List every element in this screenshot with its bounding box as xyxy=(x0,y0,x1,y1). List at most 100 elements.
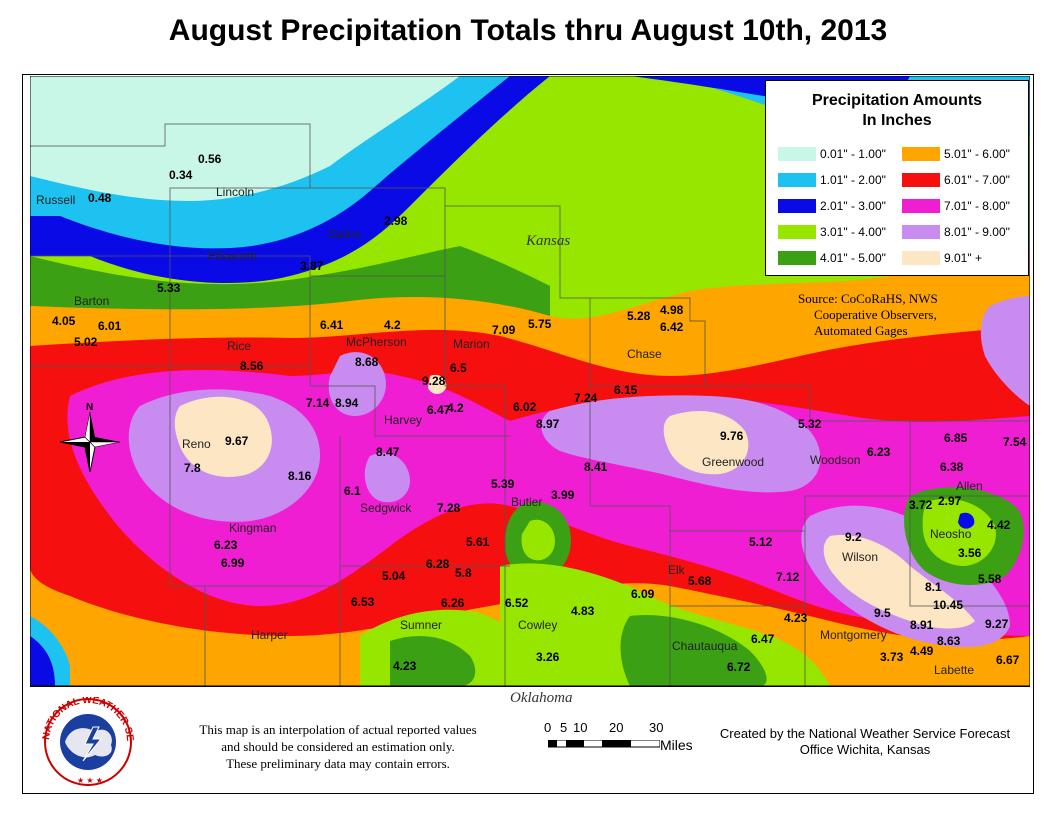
county-label: Cowley xyxy=(518,618,557,632)
precip-value: 9.27 xyxy=(985,617,1009,631)
legend-title-line2: In Inches xyxy=(862,112,932,129)
source-line3: Automated Gages xyxy=(814,323,908,338)
precip-value: 0.48 xyxy=(88,191,112,205)
precip-value: 6.02 xyxy=(513,400,537,414)
precip-value: 5.04 xyxy=(382,569,406,583)
scale-bar-graphic xyxy=(548,740,660,748)
precip-value: 3.73 xyxy=(880,650,904,664)
precip-value: 6.41 xyxy=(320,318,344,332)
precip-value: 9.5 xyxy=(874,606,891,620)
precip-value: 3.56 xyxy=(958,546,982,560)
precip-value: 7.28 xyxy=(437,501,461,515)
county-label: Allen xyxy=(956,479,983,493)
precip-value: 5.58 xyxy=(978,572,1002,586)
compass-rose-icon: N xyxy=(59,402,121,473)
map-title: August Precipitation Totals thru August … xyxy=(168,14,888,47)
precip-value: 4.05 xyxy=(52,314,76,328)
precip-value: 5.61 xyxy=(466,535,490,549)
legend-swatch xyxy=(778,173,816,187)
legend-swatch xyxy=(902,251,940,265)
legend: Precipitation Amounts In Inches 0.01" - … xyxy=(765,80,1029,276)
county-label: Saline xyxy=(328,227,362,241)
legend-swatch xyxy=(778,199,816,213)
county-label: Chautauqua xyxy=(672,639,738,653)
precip-value: 8.94 xyxy=(335,396,359,410)
legend-swatch xyxy=(902,225,940,239)
county-label: Montgomery xyxy=(820,628,887,642)
precip-value: 0.34 xyxy=(169,168,193,182)
precip-value: 4.23 xyxy=(393,659,417,673)
scale-tick-label: 20 xyxy=(609,720,624,735)
county-label: Neosho xyxy=(930,527,972,541)
county-label: Marion xyxy=(453,337,490,351)
precip-value: 7.54 xyxy=(1003,435,1027,449)
precip-value: 7.8 xyxy=(184,461,201,475)
precip-value: 5.32 xyxy=(798,417,822,431)
precip-value: 8.56 xyxy=(240,359,264,373)
precip-value: 3.87 xyxy=(300,259,324,273)
precip-value: 6.47 xyxy=(751,632,775,646)
county-label: Sumner xyxy=(400,618,442,632)
precip-value: 2.97 xyxy=(938,494,962,508)
precip-value: 0.56 xyxy=(198,152,222,166)
legend-swatch xyxy=(902,173,940,187)
kansas-label: Kansas xyxy=(526,233,571,249)
precip-value: 6.53 xyxy=(351,595,375,609)
precip-value: 5.75 xyxy=(528,317,552,331)
county-label: Reno xyxy=(182,437,211,451)
precip-value: 7.12 xyxy=(776,570,800,584)
legend-swatch xyxy=(902,147,940,161)
svg-text:★ ★ ★: ★ ★ ★ xyxy=(77,776,103,785)
data-source: Source: CoCoRaHS, NWS Cooperative Observ… xyxy=(798,291,988,339)
precip-value: 6.38 xyxy=(940,460,964,474)
county-label: Barton xyxy=(74,294,109,308)
county-label: Russell xyxy=(36,193,75,207)
precip-value: 10.45 xyxy=(933,598,963,612)
legend-label: 6.01" - 7.00" xyxy=(944,173,1010,187)
precip-value: 4.2 xyxy=(447,401,464,415)
precip-value: 6.5 xyxy=(450,361,467,375)
precip-value: 8.97 xyxy=(536,417,560,431)
legend-label: 7.01" - 8.00" xyxy=(944,199,1010,213)
precip-value: 3.26 xyxy=(536,650,560,664)
precip-value: 9.2 xyxy=(845,530,862,544)
credit-line1: Created by the National Weather Service … xyxy=(719,726,1011,741)
precip-value: 4.2 xyxy=(384,318,401,332)
legend-label: 5.01" - 6.00" xyxy=(944,147,1010,161)
precip-value: 8.16 xyxy=(288,469,312,483)
precip-value: 8.68 xyxy=(355,355,379,369)
county-label: Rice xyxy=(227,339,251,353)
precip-value: 4.23 xyxy=(784,611,808,625)
precip-value: 8.63 xyxy=(937,634,961,648)
precip-value: 9.76 xyxy=(720,429,744,443)
nws-logo-icon: NATIONAL WEATHER SERVICE ★ ★ ★ xyxy=(35,697,135,786)
legend-swatch xyxy=(902,199,940,213)
county-label: Chase xyxy=(627,347,662,361)
precip-value: 6.85 xyxy=(944,431,968,445)
disclaimer-line2: and should be considered an estimation o… xyxy=(221,739,455,754)
legend-label: 8.01" - 9.00" xyxy=(944,225,1010,239)
source-line1: Source: CoCoRaHS, NWS xyxy=(798,291,938,306)
county-label: Harper xyxy=(251,628,288,642)
precip-value: 6.72 xyxy=(727,660,751,674)
precip-value: 3.99 xyxy=(551,488,575,502)
precip-value: 4.42 xyxy=(987,518,1011,532)
county-label: Butler xyxy=(511,495,542,509)
precip-value: 6.52 xyxy=(505,596,529,610)
precip-value: 9.67 xyxy=(225,434,249,448)
legend-title: Precipitation Amounts In Inches xyxy=(766,91,1028,131)
disclaimer: This map is an interpolation of actual r… xyxy=(148,721,528,772)
precip-value: 6.42 xyxy=(660,320,684,334)
county-label: Labette xyxy=(934,663,974,677)
precip-value: 7.14 xyxy=(306,396,330,410)
precip-value: 5.02 xyxy=(74,335,98,349)
precip-value: 8.47 xyxy=(376,445,400,459)
precip-value: 3.72 xyxy=(909,498,933,512)
scale-tick-label: 5 xyxy=(560,720,568,735)
precip-value: 6.26 xyxy=(441,596,465,610)
county-label: Lincoln xyxy=(216,185,254,199)
precip-value: 4.83 xyxy=(571,604,595,618)
legend-label: 0.01" - 1.00" xyxy=(820,147,886,161)
scale-tick-label: 10 xyxy=(573,720,588,735)
